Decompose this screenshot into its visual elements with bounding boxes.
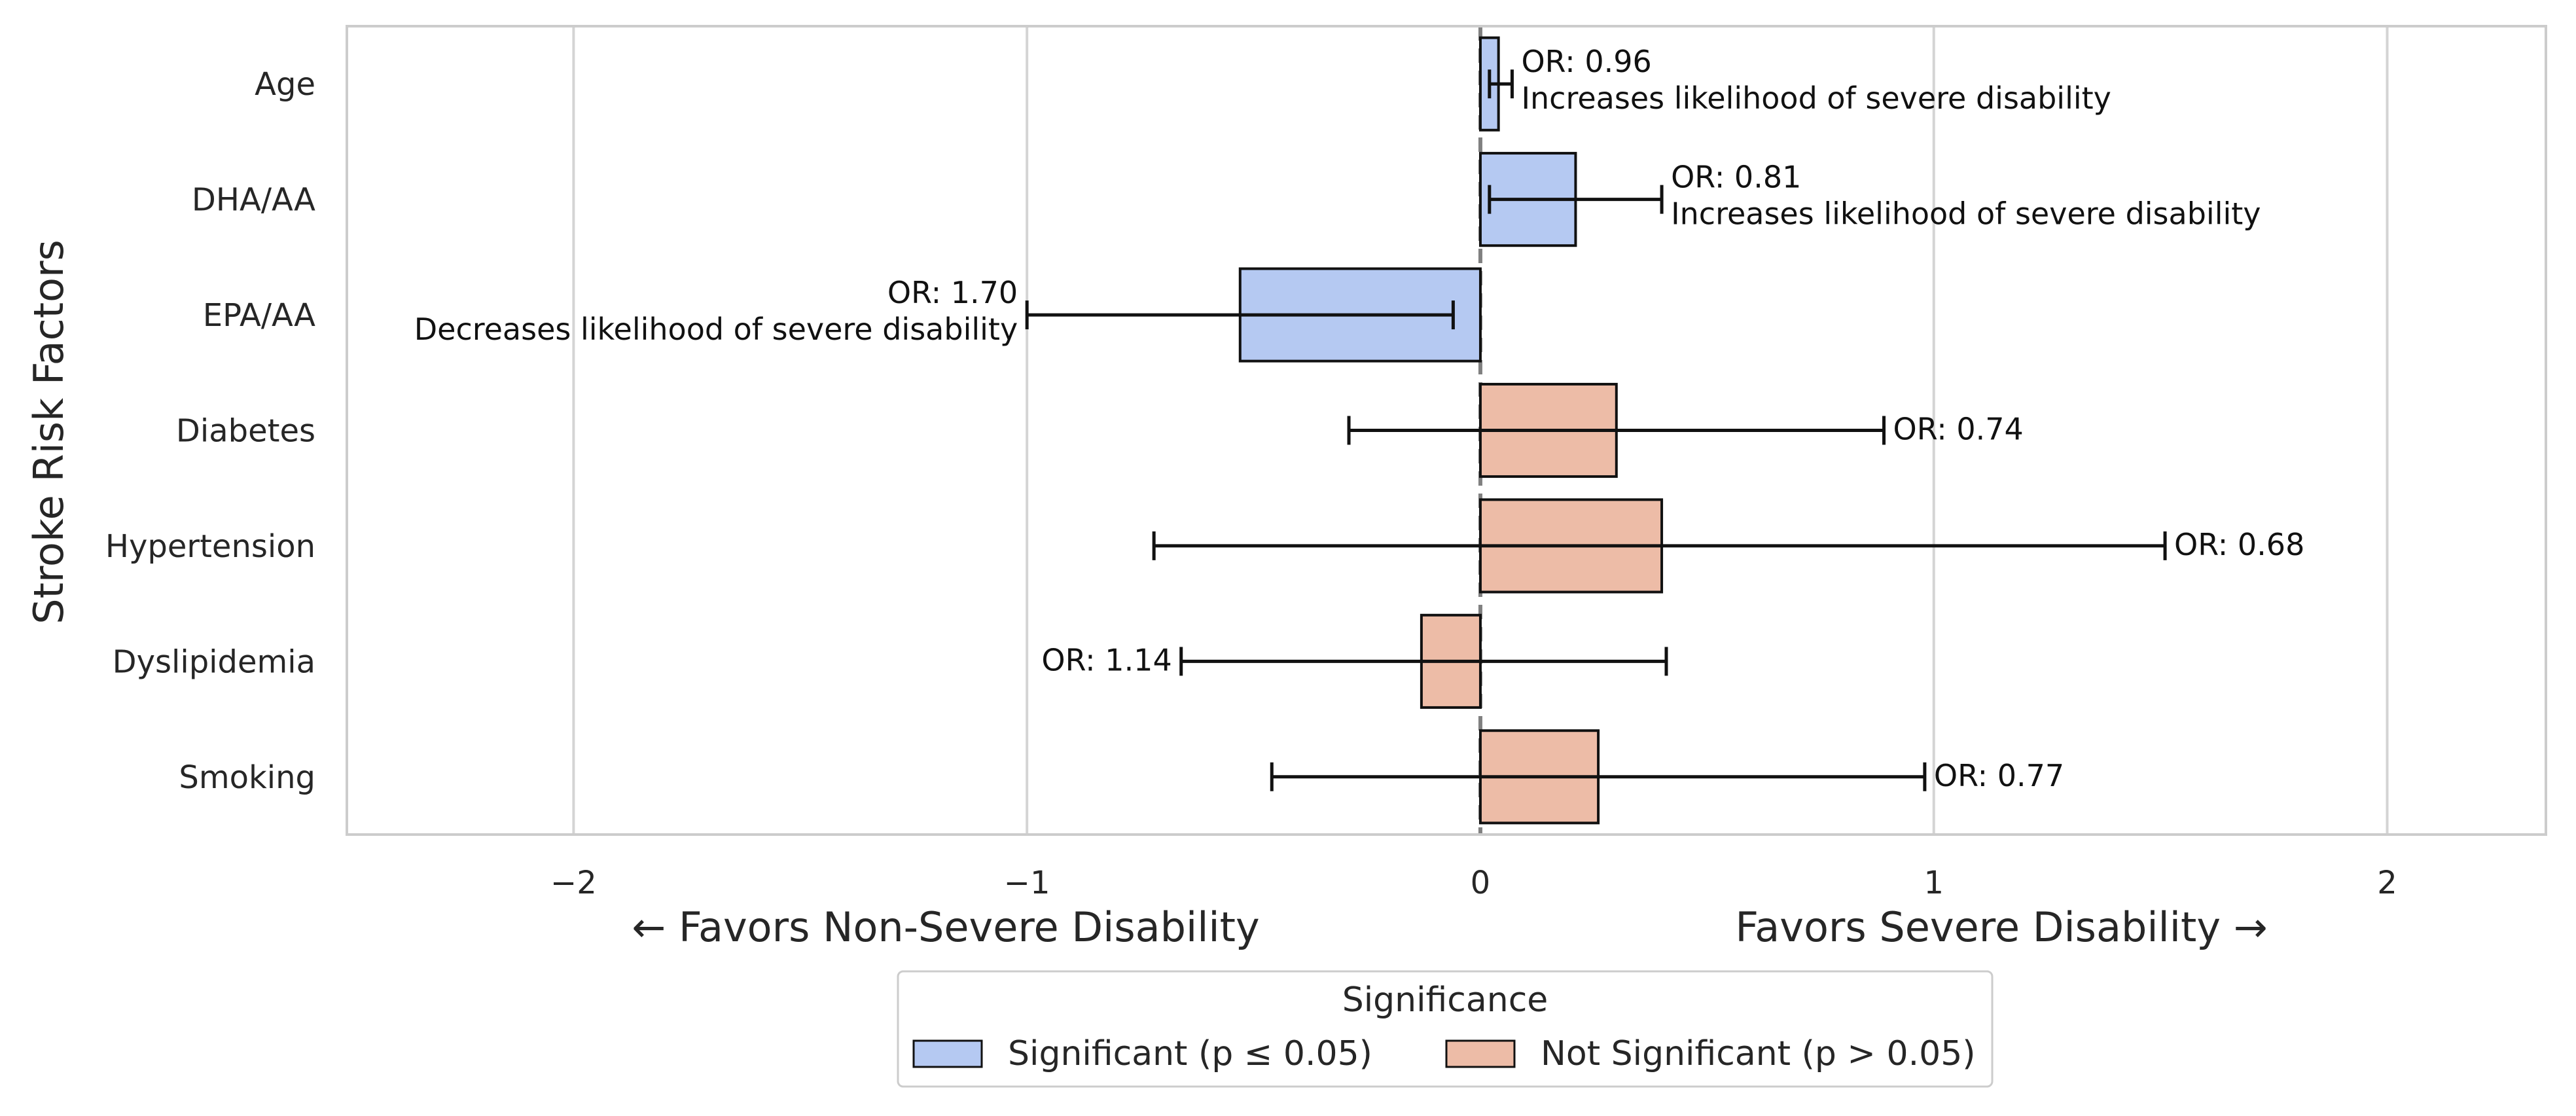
y-tick-label-diabetes: Diabetes [176,413,315,450]
x-tick-labels: −2 −1 0 1 2 [550,865,2397,901]
effect-note-epa-aa: Decreases likelihood of severe disabilit… [414,312,1018,347]
x-tick-label: 0 [1471,865,1491,901]
plot-frame [346,25,2547,836]
legend: Significance Significant (p ≤ 0.05) Not … [897,970,1994,1088]
or-annotation-age: OR: 0.96 [1521,44,1651,79]
x-tick-label: 2 [2377,865,2397,901]
or-annotation-smoking: OR: 0.77 [1934,758,2064,793]
or-annotation-epa-aa: OR: 1.70 [887,275,1018,310]
or-annotation-diabetes: OR: 0.74 [1893,412,2024,447]
y-tick-label-dha-aa: DHA/AA [192,182,315,219]
y-tick-label-age: Age [255,66,315,103]
y-tick-label-hypertension: Hypertension [105,528,315,565]
legend-box [897,970,1994,1088]
or-annotation-hypertension: OR: 0.68 [2174,527,2304,562]
legend-swatch-not-significant [1445,1039,1516,1068]
effect-note-age: Increases likelihood of severe disabilit… [1521,81,2111,116]
or-annotation-dyslipidemia: OR: 1.14 [1041,642,1172,677]
y-tick-label-dyslipidemia: Dyslipidemia [113,643,315,680]
legend-label-not-significant: Not Significant (p > 0.05) [1541,1034,1976,1073]
x-axis-label-left: ← Favors Non-Severe Disability [632,903,1259,951]
error-bar-layer [1025,69,2167,791]
x-tick-label: −2 [550,865,597,901]
y-tick-label-epa-aa: EPA/AA [203,297,315,334]
x-tick-label: −1 [1004,865,1050,901]
x-axis-label-right: Favors Severe Disability → [1735,903,2267,951]
x-tick-label: 1 [1923,865,1944,901]
effect-note-dha-aa: Increases likelihood of severe disabilit… [1671,196,2261,232]
legend-title: Significance [1342,981,1548,1020]
y-tick-label-smoking: Smoking [179,759,315,796]
y-tick-labels: Age DHA/AA EPA/AA Diabetes Hypertension Dysli… [105,66,315,796]
y-axis-label: Stroke Risk Factors [25,240,73,624]
legend-label-significant: Significant (p ≤ 0.05) [1008,1034,1372,1073]
grid-layer [572,26,2389,835]
legend-swatch-significant [912,1039,983,1068]
or-annotation-dha-aa: OR: 0.81 [1671,160,1801,195]
